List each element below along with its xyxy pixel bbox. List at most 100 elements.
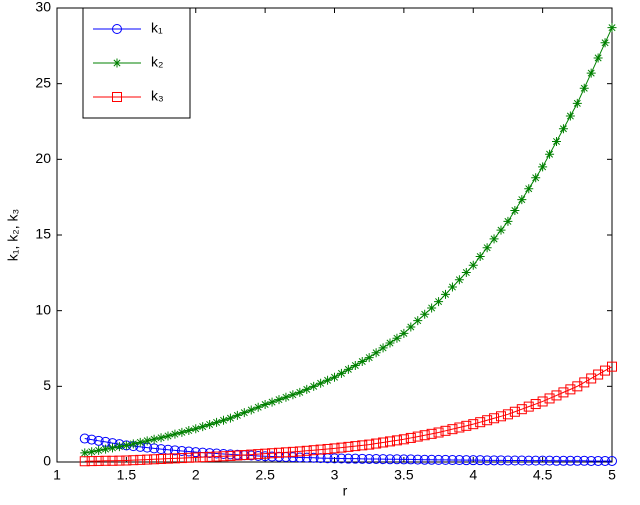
marker <box>239 450 250 461</box>
marker <box>482 455 493 466</box>
marker <box>156 453 167 464</box>
marker <box>112 24 122 34</box>
marker <box>475 455 486 466</box>
marker <box>350 360 360 370</box>
marker <box>405 454 416 465</box>
marker <box>461 455 472 466</box>
marker <box>426 428 437 439</box>
marker <box>427 303 437 313</box>
marker <box>329 453 340 464</box>
marker <box>315 453 326 464</box>
marker <box>232 410 242 420</box>
marker <box>572 381 583 392</box>
marker <box>177 427 187 437</box>
marker <box>253 449 264 460</box>
marker <box>607 455 617 466</box>
marker <box>280 447 291 458</box>
x-tick-label: 3 <box>331 467 339 483</box>
marker <box>149 454 160 465</box>
marker <box>301 445 312 456</box>
marker <box>267 448 278 459</box>
marker <box>350 441 361 452</box>
marker <box>385 338 395 348</box>
marker <box>461 420 472 431</box>
marker <box>163 453 173 464</box>
marker <box>413 316 423 326</box>
marker <box>274 395 284 405</box>
marker <box>87 447 97 457</box>
marker <box>364 439 375 450</box>
marker <box>385 454 395 465</box>
marker <box>253 402 263 412</box>
marker <box>489 413 500 424</box>
marker <box>399 328 409 338</box>
y-tick-label: 5 <box>43 377 51 393</box>
marker <box>426 454 437 465</box>
marker <box>565 384 576 395</box>
marker <box>392 333 402 343</box>
marker <box>579 377 590 388</box>
y-tick-label: 15 <box>35 226 51 242</box>
marker <box>406 322 416 332</box>
marker <box>544 393 555 404</box>
marker <box>475 251 485 261</box>
marker <box>579 83 589 93</box>
marker <box>225 450 236 461</box>
marker <box>433 454 444 465</box>
marker <box>197 452 208 463</box>
x-tick-label: 4 <box>469 467 477 483</box>
marker <box>260 448 271 459</box>
marker <box>86 434 97 445</box>
marker <box>496 225 506 235</box>
marker <box>440 425 451 436</box>
marker <box>170 429 180 439</box>
marker <box>294 452 305 463</box>
marker <box>489 455 500 466</box>
marker <box>267 397 277 407</box>
marker <box>530 455 541 466</box>
marker <box>315 444 326 455</box>
y-tick-label: 0 <box>43 453 51 469</box>
marker <box>371 453 382 464</box>
marker <box>107 455 118 466</box>
marker <box>357 453 368 464</box>
marker <box>565 111 575 121</box>
marker <box>454 455 465 466</box>
marker <box>163 431 173 441</box>
marker <box>537 396 548 407</box>
marker <box>516 455 527 466</box>
marker <box>218 451 229 462</box>
marker <box>607 23 617 33</box>
marker <box>593 53 603 63</box>
marker <box>523 401 534 412</box>
marker <box>454 422 465 433</box>
marker <box>316 378 326 388</box>
marker <box>93 455 104 466</box>
marker <box>496 411 506 422</box>
marker <box>309 381 319 391</box>
marker <box>260 399 270 409</box>
marker <box>419 430 430 441</box>
marker <box>128 455 139 466</box>
marker <box>330 372 339 382</box>
marker <box>412 454 423 465</box>
x-tick-label: 5 <box>608 467 616 483</box>
marker <box>184 426 194 436</box>
marker <box>212 417 222 427</box>
marker <box>357 357 367 367</box>
marker <box>364 453 375 464</box>
marker <box>586 68 596 78</box>
marker <box>593 369 604 380</box>
marker <box>336 453 347 464</box>
marker <box>128 439 138 449</box>
marker <box>343 364 353 374</box>
marker <box>329 443 340 454</box>
marker <box>531 173 541 183</box>
marker <box>530 399 541 410</box>
marker <box>205 419 215 429</box>
marker <box>94 445 104 455</box>
marker <box>149 434 159 444</box>
marker <box>294 446 305 457</box>
marker <box>412 431 423 442</box>
